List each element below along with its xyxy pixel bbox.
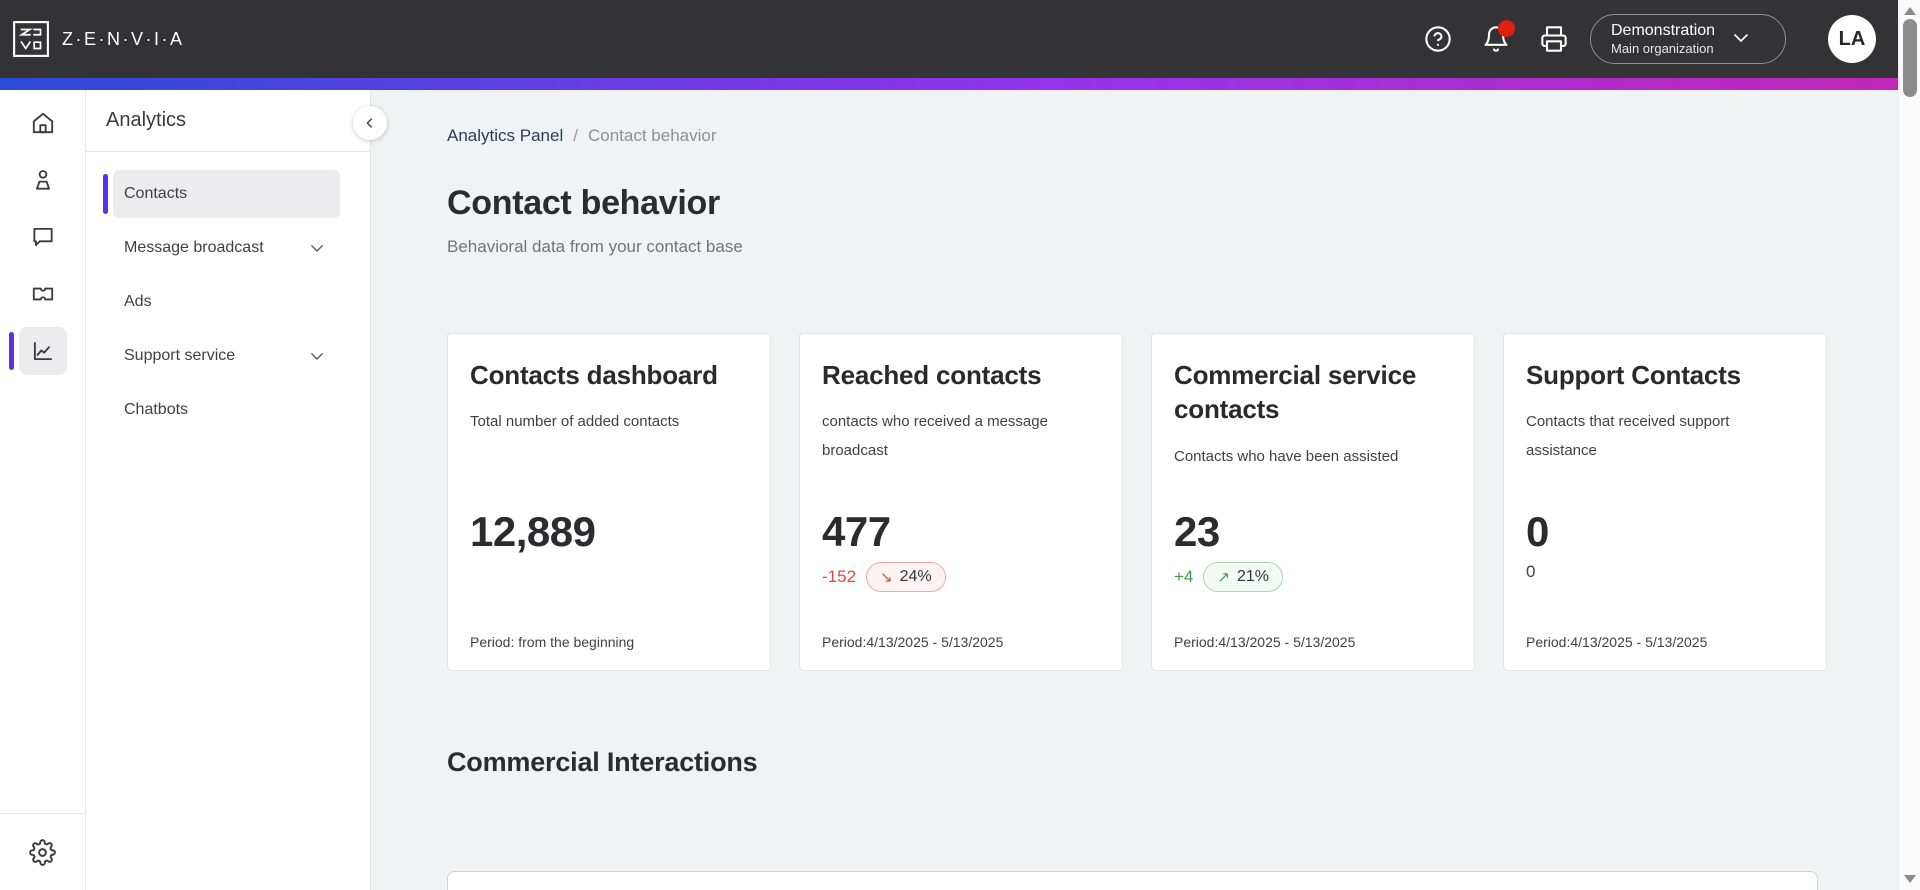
settings-button[interactable] [19, 828, 67, 876]
organization-text: Demonstration Main organization [1611, 21, 1715, 57]
commercial-interactions-panel [447, 871, 1818, 890]
nav-rail [0, 90, 86, 890]
nav-tickets-button[interactable] [19, 270, 67, 318]
notification-badge [1498, 20, 1515, 37]
card-description: contacts who received a message broadcas… [822, 413, 1048, 459]
organization-selector[interactable]: Demonstration Main organization [1590, 14, 1786, 64]
home-icon [32, 112, 53, 134]
nav-analytics-button[interactable] [8, 327, 67, 375]
trend-up-icon: ↗ [1217, 569, 1230, 586]
brand-wordmark: Z·E·N·V·I·A [62, 28, 185, 49]
analytics-sidebar: Analytics Contacts Message broadcast Ads… [86, 90, 387, 890]
section-title-commercial-interactions: Commercial Interactions [447, 747, 758, 777]
sidebar-item-label: Support service [124, 347, 236, 364]
page-title: Contact behavior [447, 184, 720, 222]
sidebar-title: Analytics [86, 90, 370, 152]
body-row: Analytics Contacts Message broadcast Ads… [0, 90, 1898, 890]
card-title: Support Contacts [1526, 360, 1741, 390]
delta-value: 0 [1526, 562, 1536, 581]
card-value: 0 [1526, 508, 1549, 555]
scrollbar-up-arrow[interactable] [1903, 7, 1916, 15]
stat-cards-row: Contacts dashboard Total number of added… [447, 333, 1898, 671]
card-commercial-service-contacts: Commercial service contacts Contacts who… [1151, 333, 1475, 671]
nav-contacts-button[interactable] [19, 156, 67, 204]
sidebar-item-chatbots[interactable]: Chatbots [113, 386, 340, 434]
breadcrumb: Analytics Panel / Contact behavior [447, 126, 1898, 146]
print-button[interactable] [1534, 19, 1574, 59]
trend-badge: ↘ 24% [866, 562, 946, 592]
sidebar-item-ads[interactable]: Ads [113, 278, 340, 326]
card-period: Period:4/13/2025 - 5/13/2025 [1174, 634, 1356, 650]
help-button[interactable] [1418, 19, 1458, 59]
trend-percent: 21% [1236, 568, 1269, 585]
card-description: Contacts who have been assisted [1174, 447, 1399, 465]
bell-icon [1484, 26, 1508, 52]
breadcrumb-current: Contact behavior [587, 126, 717, 145]
sidebar-item-message-broadcast[interactable]: Message broadcast [113, 224, 340, 272]
card-delta-row: 0 [1526, 562, 1535, 582]
sidebar-item-contacts[interactable]: Contacts [103, 170, 340, 218]
sidebar-item-support-service[interactable]: Support service [113, 332, 340, 380]
card-contacts-dashboard: Contacts dashboard Total number of added… [447, 333, 771, 671]
card-period: Period: from the beginning [470, 634, 635, 650]
scrollbar-thumb[interactable] [1902, 19, 1917, 97]
vertical-scrollbar[interactable] [1898, 0, 1920, 890]
chevron-down-icon [311, 353, 323, 360]
card-value: 12,889 [470, 508, 596, 555]
delta-value: +4 [1174, 567, 1194, 586]
rail-footer [0, 813, 85, 890]
zenvia-logo-icon [13, 21, 49, 57]
help-icon [1425, 26, 1451, 52]
chat-bubble-icon [32, 227, 53, 247]
topbar-actions: Demonstration Main organization LA [1400, 14, 1876, 64]
scrollbar-down-arrow[interactable] [1903, 875, 1916, 883]
brand: Z·E·N·V·I·A [12, 20, 184, 58]
sidebar-item-label: Message broadcast [124, 239, 264, 256]
brand-gradient-strip [0, 78, 1898, 90]
gear-icon [29, 838, 56, 866]
organization-subtitle: Main organization [1611, 40, 1714, 56]
person-icon [35, 170, 50, 190]
card-period: Period:4/13/2025 - 5/13/2025 [822, 634, 1004, 650]
card-title: Reached contacts [822, 360, 1042, 390]
card-description: Total number of added contacts [470, 413, 680, 431]
chevron-down-icon [1729, 26, 1753, 53]
sidebar-item-label: Ads [124, 293, 152, 310]
topbar: Z·E·N·V·I·A [0, 0, 1898, 78]
nav-conversations-button[interactable] [19, 213, 67, 261]
breadcrumb-analytics-panel[interactable]: Analytics Panel [447, 126, 564, 145]
card-title: Commercial service contacts [1174, 360, 1417, 425]
card-description: Contacts that received support assistanc… [1526, 413, 1730, 459]
nav-home-button[interactable] [19, 99, 67, 147]
line-chart-icon [33, 341, 52, 361]
trend-badge: ↗ 21% [1203, 562, 1283, 592]
chevron-left-icon [366, 118, 372, 128]
trend-percent: 24% [899, 568, 932, 585]
page-subtitle: Behavioral data from your contact base [447, 237, 743, 256]
delta-value: -152 [822, 567, 857, 586]
ticket-icon [32, 287, 53, 301]
card-period: Period:4/13/2025 - 5/13/2025 [1526, 634, 1708, 650]
printer-icon [1541, 26, 1567, 52]
card-value: 477 [822, 508, 891, 555]
card-value: 23 [1174, 508, 1220, 555]
card-support-contacts: Support Contacts Contacts that received … [1503, 333, 1827, 671]
notifications-button[interactable] [1476, 19, 1516, 59]
card-title: Contacts dashboard [470, 360, 718, 390]
avatar[interactable]: LA [1828, 15, 1876, 63]
main-content: Analytics Panel / Contact behavior Conta… [371, 90, 1898, 890]
card-delta-row: -152 ↘ 24% [822, 562, 946, 592]
chevron-down-icon [311, 245, 323, 252]
breadcrumb-separator: / [573, 126, 578, 145]
trend-down-icon: ↘ [880, 569, 893, 586]
organization-name: Demonstration [1611, 21, 1716, 39]
sidebar-menu: Contacts Message broadcast Ads Support s… [86, 152, 370, 434]
sidebar-item-label: Contacts [124, 185, 188, 202]
sidebar-collapse-button[interactable] [353, 106, 387, 140]
card-reached-contacts: Reached contacts contacts who received a… [799, 333, 1123, 671]
card-delta-row: +4 ↗ 21% [1174, 562, 1283, 592]
sidebar-item-label: Chatbots [124, 401, 189, 418]
